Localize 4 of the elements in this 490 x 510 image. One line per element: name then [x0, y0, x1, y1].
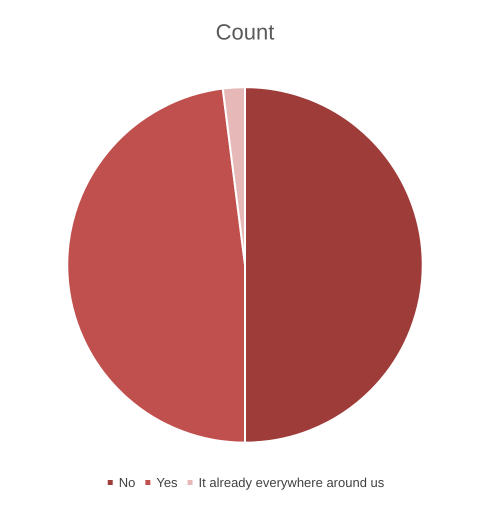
chart-title: Count [216, 20, 274, 44]
legend-label: No [118, 475, 136, 490]
legend-label: Yes [156, 475, 178, 490]
legend-label: It already everywhere around us [198, 475, 385, 490]
